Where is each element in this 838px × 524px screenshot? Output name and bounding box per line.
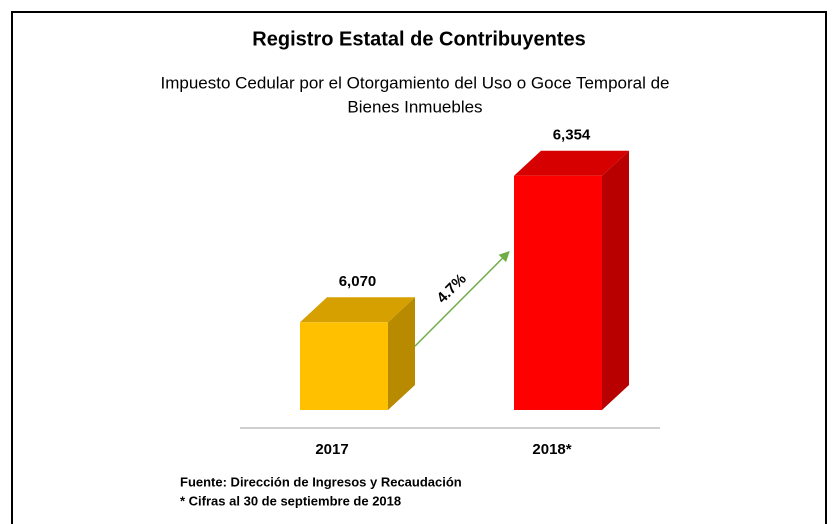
bar-top xyxy=(300,297,415,323)
source-note: Fuente: Dirección de Ingresos y Recaudac… xyxy=(180,474,462,489)
data-label: 6,070 xyxy=(339,273,377,290)
bar-side xyxy=(388,297,415,410)
bar-side xyxy=(602,150,629,410)
bar xyxy=(300,322,388,410)
frame xyxy=(11,11,827,524)
x-tick-label: 2018* xyxy=(532,441,571,458)
chart-subtitle: Bienes Inmuebles xyxy=(347,97,482,116)
x-tick-label: 2017 xyxy=(315,441,348,458)
chart-subtitle: Impuesto Cedular por el Otorgamiento del… xyxy=(160,73,669,92)
bar-top xyxy=(514,150,629,176)
growth-label: 4.7% xyxy=(434,270,470,306)
chart-title: Registro Estatal de Contribuyentes xyxy=(252,28,585,50)
growth-arrow xyxy=(414,250,510,347)
bar xyxy=(514,175,602,410)
data-label: 6,354 xyxy=(553,127,591,144)
footnote: * Cifras al 30 de septiembre de 2018 xyxy=(180,493,401,508)
